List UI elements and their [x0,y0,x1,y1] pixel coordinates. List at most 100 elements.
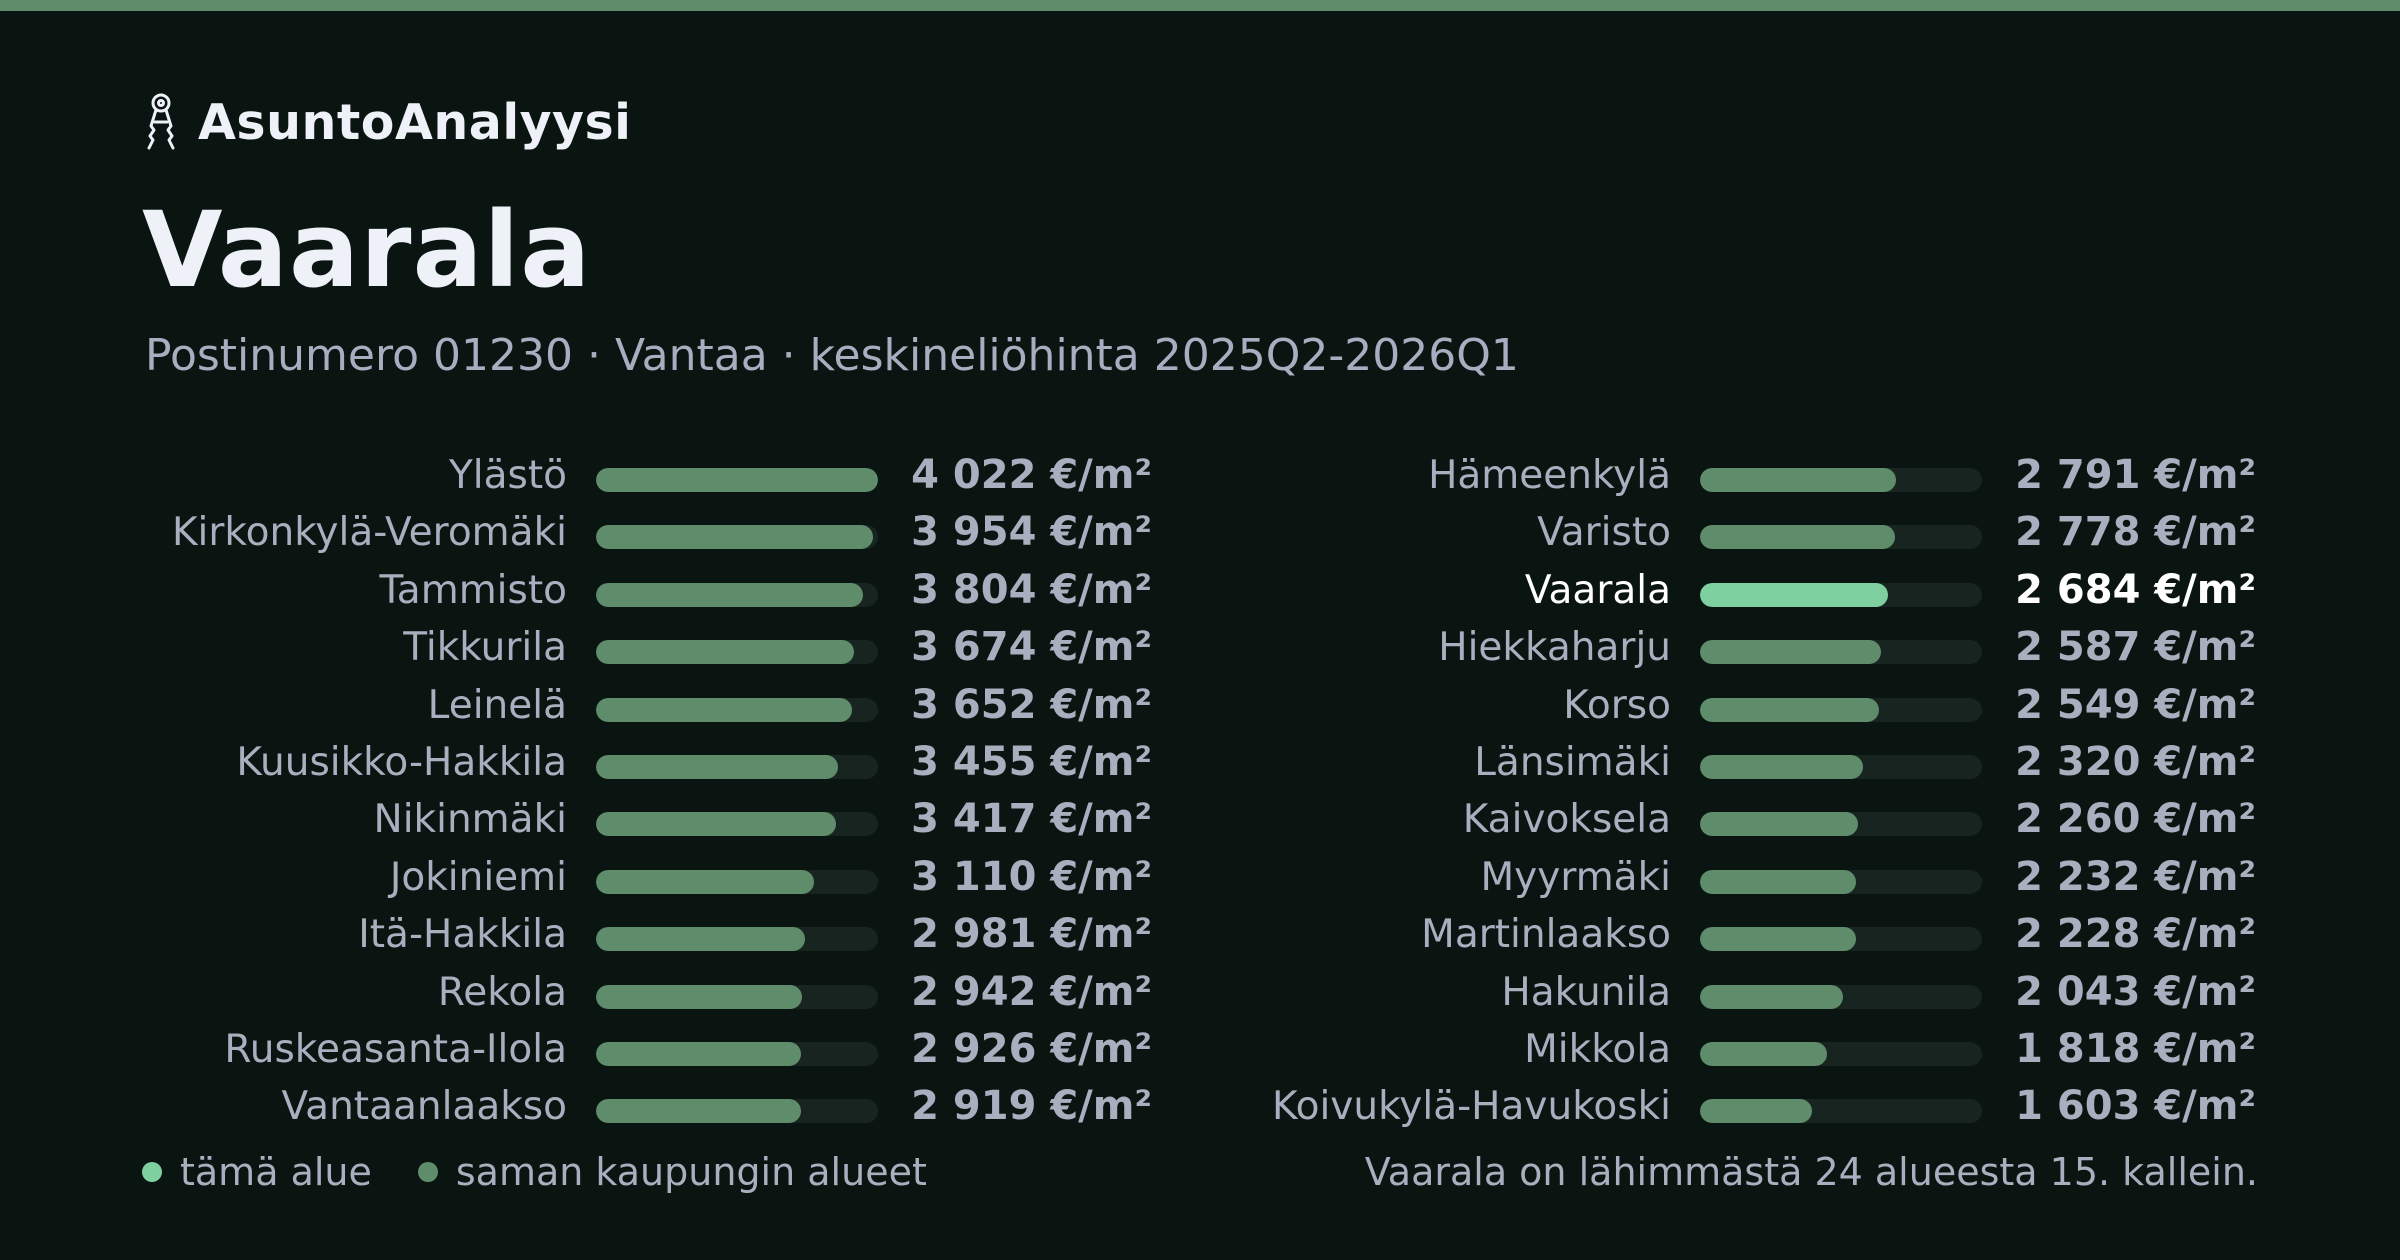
bar-row: Mikkola 1 818 €/m² [0,1021,2256,1078]
bar-value-label: 2 043 €/m² [2015,968,2256,1015]
bar-track [1700,582,1982,607]
bar-value-label: 2 228 €/m² [2015,911,2256,958]
page-title: Vaarala [142,189,592,311]
bar [1700,468,1896,492]
bar-track [596,927,878,952]
bar [596,869,815,894]
bar [1700,927,1857,952]
bar [1700,525,1895,550]
bar-category-label: Tammisto [379,567,567,613]
bar-category-label: Myyrmäki [1480,854,1671,900]
bar-row: Rekola 2 942 €/m² [0,964,1152,1021]
bar [1700,582,1889,607]
bar-value-label: 3 455 €/m² [911,739,1152,785]
bar [1700,1099,1813,1124]
bar-value-label: 3 652 €/m² [911,681,1152,728]
bar-track [596,1099,878,1124]
bar-category-label: Ruskeasanta-Ilola [224,1027,567,1072]
bar-category-label: Kaivoksela [1462,797,1671,843]
legend-item-this-area: tämä alue [142,1150,372,1194]
bar [596,1042,802,1066]
bar-row: Itä-Hakkila 2 981 €/m² [0,906,1152,963]
bar-value-label: 3 804 €/m² [911,566,1152,613]
bar-value-label: 1 818 €/m² [2015,1026,2256,1072]
legend-dot-highlight [142,1162,162,1182]
bar-value-label: 2 684 €/m² [2015,566,2256,613]
bar-category-label: Vantaanlaakso [281,1084,567,1130]
bar-row: Hämeenkylä 2 791 €/m² [0,447,2256,504]
bar-value-label: 2 587 €/m² [2015,624,2256,671]
bar-row: Martinlaakso 2 228 €/m² [0,906,2256,963]
bar-category-label: Hämeenkylä [1428,453,1671,498]
bar [596,640,854,665]
bar [1700,640,1882,665]
bar-value-label: 3 674 €/m² [911,624,1152,671]
bar [1700,984,1844,1009]
bar [596,1099,801,1124]
bar-category-label: Länsimäki [1474,740,1671,785]
bar-track [1700,525,1982,550]
bar-value-label: 1 603 €/m² [2015,1083,2256,1130]
keys-icon [147,93,175,150]
bar-category-label: Kuusikko-Hakkila [236,740,567,785]
legend-label-this-area: tämä alue [180,1150,372,1194]
legend-label-same-city: saman kaupungin alueet [455,1150,927,1194]
rank-summary: Vaarala on lähimmästä 24 alueesta 15. ka… [1364,1150,2258,1194]
legend-dot-default [417,1162,438,1182]
bar-track [1700,812,1982,837]
bar-track [1700,640,1982,665]
bar-category-label: Korso [1563,682,1671,728]
bar [596,697,853,722]
bar-value-label: 4 022 €/m² [911,452,1152,498]
bar [596,755,839,779]
bar-row: Hiekkaharju 2 587 €/m² [0,619,2256,676]
bar-track [1700,869,1982,894]
bar-row: Leinelä 3 652 €/m² [0,677,1152,734]
bar-value-label: 2 926 €/m² [911,1026,1152,1072]
bar-row: Nikinmäki 3 417 €/m² [0,791,1152,848]
bar [1700,869,1857,894]
bar-row: Tikkurila 3 674 €/m² [0,619,1152,676]
bar-category-label: Jokiniemi [389,854,567,900]
bar [1700,1042,1828,1066]
bar-value-label: 2 981 €/m² [911,911,1152,958]
bar-row: Vantaanlaakso 2 919 €/m² [0,1078,1152,1135]
bar-category-label: Hakunila [1501,969,1671,1015]
bar-track [1700,697,1982,722]
bar-track [596,697,878,722]
bar [596,468,878,492]
bar-category-label: Ylästö [448,453,567,498]
bar-value-label: 3 954 €/m² [911,509,1152,556]
bar-row: Myyrmäki 2 232 €/m² [0,849,2256,906]
bar-row: Jokiniemi 3 110 €/m² [0,849,1152,906]
bar-category-label: Tikkurila [403,625,567,671]
bar [596,812,836,837]
bar-row: Ylästö 4 022 €/m² [0,447,1152,504]
bar [596,582,863,607]
bar-row: Korso 2 549 €/m² [0,677,2256,734]
bar [1700,755,1863,779]
bar [596,525,874,550]
bar [596,927,805,952]
brand: AsuntoAnalyysi [142,92,631,152]
bar [1700,812,1859,837]
bar-track [1700,1042,1982,1066]
bar-category-label: Vaarala [1524,567,1671,613]
bar-row: Ruskeasanta-Ilola 2 926 €/m² [0,1021,1152,1078]
bar-track [1700,755,1982,779]
bar-track [596,984,878,1009]
bar-track [596,582,878,607]
bar-category-label: Itä-Hakkila [358,912,567,958]
top-accent-bar [0,0,2400,11]
bar-row: Tammisto 3 804 €/m² [0,562,1152,619]
bar-track [596,525,878,550]
bar-track [596,869,878,894]
legend: tämä alue saman kaupungin alueet [142,1150,927,1194]
bar-track [1700,468,1982,492]
bar-track [596,1042,878,1066]
bar-track [596,812,878,837]
bar-value-label: 3 110 €/m² [911,853,1152,900]
bar-value-label: 2 260 €/m² [2015,796,2256,843]
bar-track [596,755,878,779]
bar-value-label: 2 942 €/m² [911,968,1152,1015]
